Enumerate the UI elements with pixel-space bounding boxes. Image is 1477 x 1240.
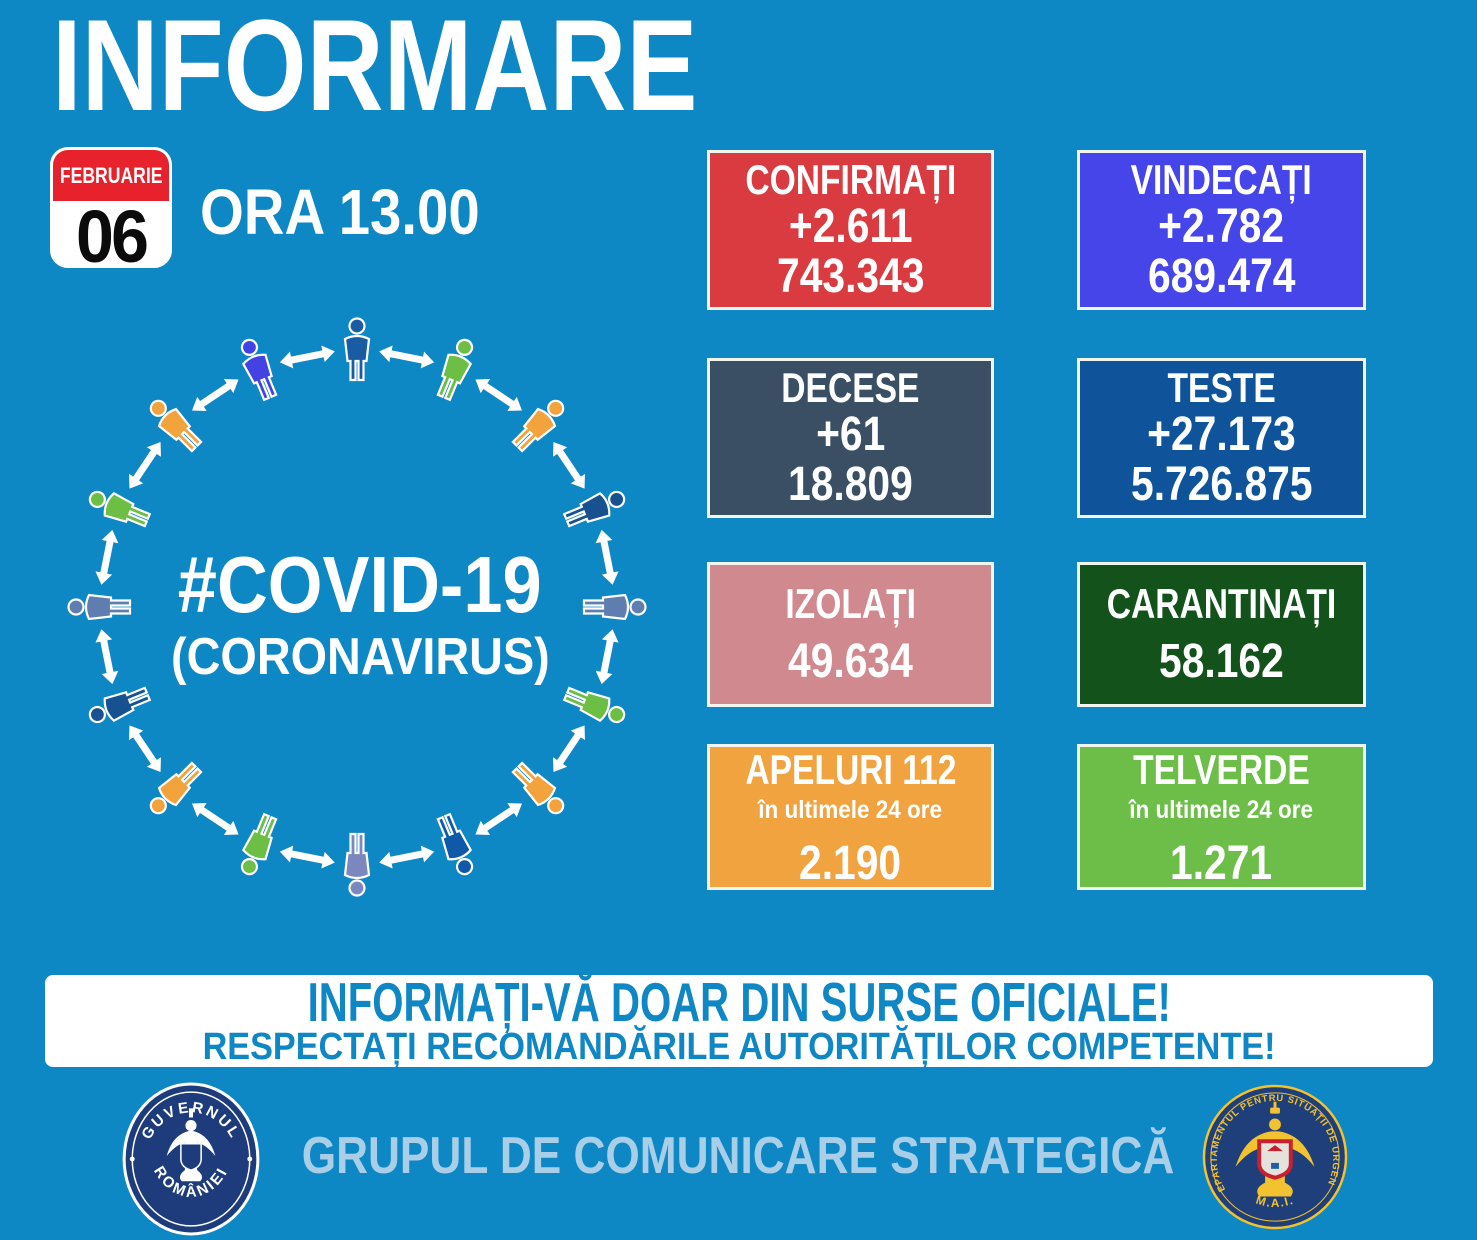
dsu-shield-triangle <box>1267 1145 1283 1152</box>
stat-box-vindecati: VINDECAȚI +2.782 689.474 <box>1077 150 1366 310</box>
stat-total: 18.809 <box>788 458 913 511</box>
spread-arrow-icon <box>470 796 527 842</box>
stat-delta: +61 <box>815 408 886 461</box>
banner-line-2: RESPECTAȚI RECOMANDĂRILE AUTORITĂȚILOR C… <box>202 1026 1276 1069</box>
svg-text:M.A.I.: M.A.I. <box>1254 1193 1296 1210</box>
stat-total: 2.190 <box>799 836 902 890</box>
stat-delta: +2.782 <box>1158 200 1285 253</box>
person-icon <box>234 811 283 880</box>
calendar-widget: FEBRUARIE 06 <box>50 147 172 268</box>
stat-total: 5.726.875 <box>1130 458 1313 511</box>
stat-total: 58.162 <box>1159 635 1284 689</box>
stat-box-izolati: IZOLAȚI 49.634 <box>707 562 994 707</box>
person-icon <box>343 317 371 382</box>
stat-label: TELVERDE <box>1133 745 1310 793</box>
stat-box-decese: DECESE +61 18.809 <box>707 358 994 518</box>
stat-box-apeluri-112: APELURI 112 în ultimele 24 ore 2.190 <box>707 744 994 890</box>
stat-label: CARANTINAȚI <box>1106 579 1337 627</box>
stat-label: IZOLAȚI <box>785 579 916 627</box>
stat-total: 689.474 <box>1147 250 1296 303</box>
calendar-day-label: 06 <box>75 195 149 268</box>
dsu-mai-seal: DEPARTAMENTUL PENTRU SITUAȚII DE URGENȚĂ… <box>1202 1084 1348 1230</box>
guvernul-romaniei-seal: GUVERNUL ROMÂNIEI <box>122 1082 260 1236</box>
person-icon <box>343 832 371 897</box>
spread-arrow-icon <box>377 843 436 871</box>
person-icon <box>431 334 480 403</box>
coronavirus-label: (CORONAVIRUS) <box>170 628 550 686</box>
stat-total: 49.634 <box>788 635 913 689</box>
stat-sublabel: în ultimele 24 ore <box>1129 795 1314 824</box>
person-icon <box>431 811 480 880</box>
person-icon <box>561 484 630 533</box>
gov-shield-icon <box>180 1143 202 1171</box>
stat-label: DECESE <box>781 364 920 411</box>
page-title: INFORMARE <box>52 0 698 138</box>
stat-total: 1.271 <box>1170 836 1273 890</box>
spread-arrow-icon <box>122 437 168 494</box>
dsu-shield-mark <box>1271 1162 1279 1169</box>
stat-label: CONFIRMAȚI <box>745 156 956 203</box>
official-sources-banner: INFORMAȚI-VĂ DOAR DIN SURSE OFICIALE! RE… <box>45 970 1433 1069</box>
stat-box-telverde: TELVERDE în ultimele 24 ore 1.271 <box>1077 744 1366 890</box>
spread-arrow-icon <box>470 372 527 418</box>
report-time-label: ORA 13.00 <box>200 176 480 248</box>
banner-line-1: INFORMAȚI-VĂ DOAR DIN SURSE OFICIALE! <box>307 970 1171 1033</box>
stat-label: TESTE <box>1167 364 1276 411</box>
strategic-communication-group-label: GRUPUL DE COMUNICARE STRATEGICĂ <box>301 1127 1175 1185</box>
person-icon <box>84 484 153 533</box>
calendar-month-band: FEBRUARIE <box>53 150 169 201</box>
stat-delta: +27.173 <box>1147 408 1296 461</box>
stat-total: 743.343 <box>776 250 925 303</box>
covid-circle-caption: #COVID-19 (CORONAVIRUS) <box>50 545 670 690</box>
calendar-month-label: FEBRUARIE <box>59 162 163 188</box>
stat-label: VINDECAȚI <box>1130 156 1313 203</box>
spread-arrow-icon <box>546 437 592 494</box>
spread-arrow-icon <box>377 343 436 371</box>
dsu-shield-icon <box>1257 1139 1293 1180</box>
stat-box-carantinati: CARANTINAȚI 58.162 <box>1077 562 1366 707</box>
spread-arrow-icon <box>278 843 337 871</box>
dsu-mai-text: M.A.I. <box>1254 1193 1294 1210</box>
stat-box-teste: TESTE +27.173 5.726.875 <box>1077 358 1366 518</box>
spread-arrow-icon <box>187 796 244 842</box>
spread-arrow-icon <box>546 720 592 777</box>
person-icon <box>234 334 283 403</box>
covid-hashtag-label: #COVID-19 <box>178 540 542 629</box>
stat-label: APELURI 112 <box>744 745 957 793</box>
stat-box-confirmati: CONFIRMAȚI +2.611 743.343 <box>707 150 994 310</box>
spread-arrow-icon <box>122 720 168 777</box>
stat-delta: +2.611 <box>788 200 913 253</box>
spread-arrow-icon <box>278 343 337 371</box>
stat-sublabel: în ultimele 24 ore <box>758 795 943 824</box>
spread-arrow-icon <box>187 372 244 418</box>
